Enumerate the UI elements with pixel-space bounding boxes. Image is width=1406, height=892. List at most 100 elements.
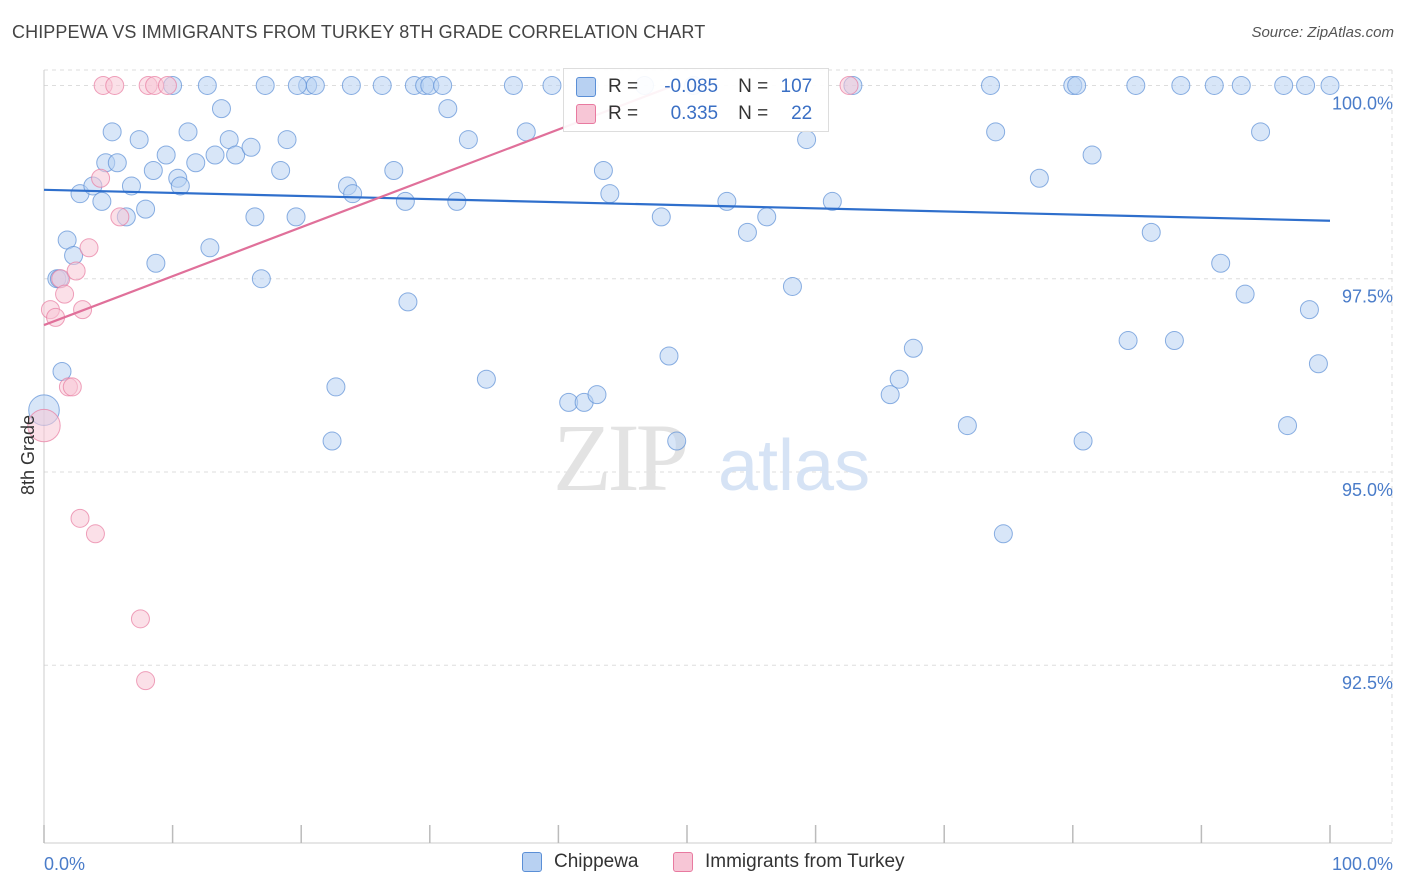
- legend-item-chippewa[interactable]: Chippewa: [522, 851, 639, 873]
- chippewa-point-96: [1231, 75, 1251, 95]
- chippewa-point-73: [782, 276, 802, 296]
- chippewa-point-43: [343, 184, 363, 204]
- chippewa-point-95: [1211, 253, 1231, 273]
- chippewa-point-8: [92, 191, 112, 211]
- chippewa-point-101: [1296, 75, 1316, 95]
- stats-row-chippewa: R = -0.085 N = 107: [576, 75, 812, 99]
- chippewa-point-58: [542, 75, 562, 95]
- chippewa-point-105: [287, 75, 307, 95]
- chippewa-point-87: [1073, 431, 1093, 451]
- turkey-point-17: [136, 671, 156, 691]
- chippewa-point-94: [1204, 75, 1224, 95]
- chippewa-point-51: [433, 75, 453, 95]
- chippewa-point-67: [659, 346, 679, 366]
- chippewa-point-11: [107, 153, 127, 173]
- turkey-point-21: [839, 75, 859, 95]
- chippewa-point-102: [1299, 300, 1319, 320]
- chippewa-point-36: [286, 207, 306, 227]
- r-label: R =: [608, 76, 639, 97]
- chippewa-point-99: [1274, 75, 1294, 95]
- legend-swatch-blue: [522, 852, 542, 872]
- chippewa-point-62: [587, 385, 607, 405]
- chippewa-point-40: [326, 377, 346, 397]
- chippewa-point-15: [136, 199, 156, 219]
- r-value-turkey: 0.335: [670, 103, 719, 124]
- chippewa-point-100: [1278, 416, 1298, 436]
- stats-swatch-pink: [576, 104, 596, 124]
- axes: [43, 70, 1392, 844]
- chippewa-point-46: [395, 191, 415, 211]
- chippewa-point-88: [1082, 145, 1102, 165]
- chippewa-point-21: [170, 176, 190, 196]
- chippewa-point-25: [200, 238, 220, 258]
- chippewa-point-78: [889, 369, 909, 389]
- stats-swatch-blue: [576, 77, 596, 97]
- turkey-point-0: [27, 408, 61, 443]
- chippewa-point-75: [822, 191, 842, 211]
- chippewa-point-80: [957, 416, 977, 436]
- chippewa-trendline: [43, 188, 1331, 222]
- chippewa-point-97: [1235, 284, 1255, 304]
- chippewa-point-63: [593, 160, 613, 180]
- chippewa-point-31: [245, 207, 265, 227]
- chippewa-point-10: [102, 122, 122, 142]
- x-tick-label-0: 0.0%: [44, 854, 85, 874]
- chippewa-point-22: [178, 122, 198, 142]
- chippewa-point-27: [211, 99, 231, 119]
- chippewa-point-86: [1067, 75, 1087, 95]
- chippewa-point-84: [1029, 168, 1049, 188]
- turkey-point-7: [66, 261, 86, 281]
- chippewa-point-90: [1126, 75, 1146, 95]
- n-value-chippewa: 107: [780, 76, 813, 97]
- chippewa-point-33: [255, 75, 275, 95]
- chippewa-point-93: [1171, 75, 1191, 95]
- y-tick-label-1: 97.5%: [1342, 287, 1393, 307]
- turkey-point-16: [130, 609, 150, 629]
- watermark: ZIP atlas: [553, 404, 870, 511]
- chippewa-point-35: [277, 130, 297, 150]
- chippewa-point-79: [903, 338, 923, 358]
- chippewa-point-13: [121, 176, 141, 196]
- legend-swatch-pink: [673, 852, 693, 872]
- chippewa-point-72: [757, 207, 777, 227]
- chippewa-point-98: [1251, 122, 1271, 142]
- chippewa-point-45: [384, 160, 404, 180]
- chippewa-point-91: [1141, 222, 1161, 242]
- chippewa-point-83: [993, 524, 1013, 544]
- turkey-point-11: [85, 524, 105, 544]
- chippewa-point-30: [241, 137, 261, 157]
- stats-box: R = -0.085 N = 107 R = 0.335 N = 22: [563, 68, 829, 132]
- y-tick-label-3: 92.5%: [1342, 673, 1393, 693]
- chippewa-point-24: [197, 75, 217, 95]
- chippewa-point-77: [880, 385, 900, 405]
- n-value-turkey: 22: [791, 103, 813, 124]
- chippewa-point-71: [737, 222, 757, 242]
- chippewa-point-44: [372, 75, 392, 95]
- data-points: [27, 75, 1340, 691]
- chippewa-point-53: [447, 191, 467, 211]
- chippewa-point-104: [1320, 75, 1340, 95]
- chippewa-point-18: [156, 145, 176, 165]
- chippewa-point-70: [717, 191, 737, 211]
- turkey-point-10: [79, 238, 99, 258]
- n-label: N =: [738, 76, 769, 97]
- chippewa-point-81: [980, 75, 1000, 95]
- y-axis-label: 8th Grade: [18, 415, 38, 495]
- y-tick-label-0: 100.0%: [1332, 93, 1393, 113]
- chippewa-point-56: [503, 75, 523, 95]
- chippewa-point-29: [226, 145, 246, 165]
- chippewa-point-82: [986, 122, 1006, 142]
- chippewa-point-14: [129, 130, 149, 150]
- chippewa-point-26: [205, 145, 225, 165]
- turkey-point-6: [62, 377, 82, 397]
- chippewa-point-17: [146, 253, 166, 273]
- chippewa-point-54: [458, 130, 478, 150]
- chippewa-point-23: [186, 153, 206, 173]
- turkey-point-15: [110, 207, 130, 227]
- chippewa-point-52: [438, 99, 458, 119]
- legend-item-turkey[interactable]: Immigrants from Turkey: [673, 851, 905, 873]
- chippewa-point-66: [651, 207, 671, 227]
- chart-title: CHIPPEWA VS IMMIGRANTS FROM TURKEY 8TH G…: [12, 22, 706, 42]
- n-label: N =: [738, 103, 769, 124]
